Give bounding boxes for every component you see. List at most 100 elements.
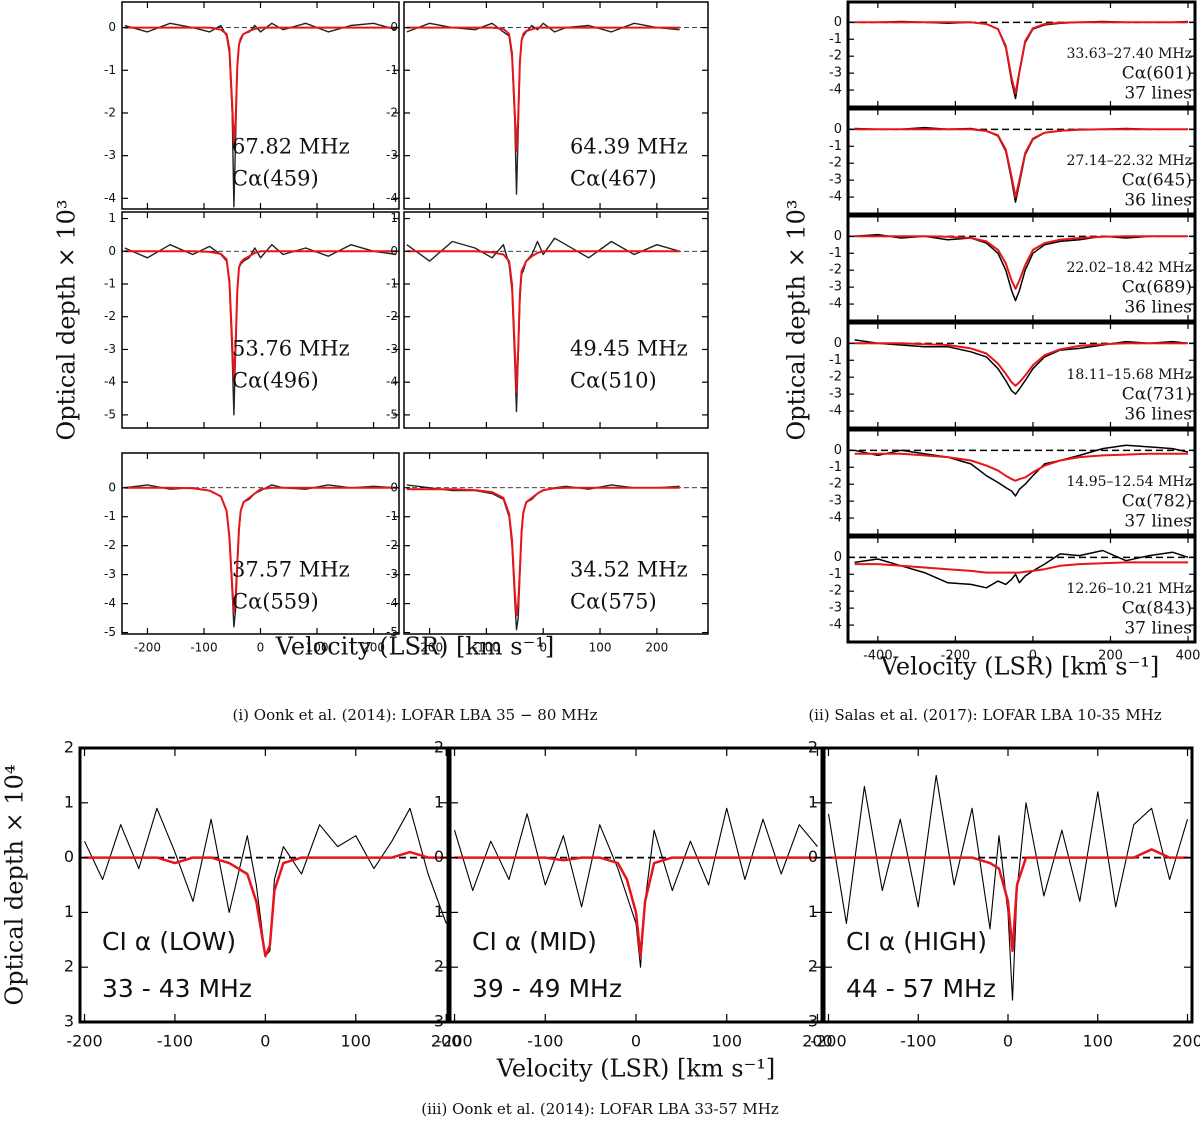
- panel-frame: [403, 452, 709, 635]
- y-tick-label: 0: [834, 229, 842, 244]
- y-tick-label: -4: [104, 191, 116, 205]
- x-tick-label: 200: [645, 641, 668, 655]
- spectrum: [84, 850, 447, 958]
- panel-annotation: Cα(689): [1122, 278, 1192, 298]
- panel-annotation: 49.45 MHz: [570, 337, 688, 361]
- panel-annotation: 44 - 57 MHz: [846, 974, 996, 1003]
- spectrum: [406, 250, 680, 393]
- y-tick-label: 2: [434, 957, 444, 976]
- y-tick-label: -2: [829, 49, 842, 64]
- panel-annotation: Cα(467): [570, 167, 657, 191]
- y-tick-label: 1: [108, 211, 116, 225]
- panel-annotation: Cα(645): [1122, 171, 1192, 191]
- panel-annotation: Cα(559): [232, 590, 319, 614]
- y-tick-label: -1: [386, 509, 398, 523]
- y-tick-label: 2: [434, 738, 444, 757]
- panel-annotation: 37 lines: [1124, 512, 1192, 532]
- y-axis-label: Optical depth × 10⁴: [1, 765, 29, 1006]
- panel-annotation: 53.76 MHz: [232, 337, 350, 361]
- y-tick-label: -3: [829, 66, 842, 81]
- x-axis-label: Velocity (LSR) [km s⁻¹]: [275, 633, 554, 661]
- panel-annotation: 22.02–18.42 MHz: [1066, 260, 1192, 276]
- x-tick-label: 200: [802, 1032, 833, 1051]
- y-tick-label: 0: [834, 336, 842, 351]
- x-axis-label: Velocity (LSR) [km s⁻¹]: [496, 1055, 775, 1083]
- spectrum: [124, 486, 397, 614]
- panel: [122, 244, 399, 416]
- x-tick-label: -100: [527, 1032, 563, 1051]
- y-tick-label: -2: [386, 105, 398, 119]
- x-tick-label: 200: [431, 1032, 462, 1051]
- x-tick-label: -200: [941, 649, 971, 664]
- x-tick-label: 0: [260, 1032, 270, 1051]
- x-tick-label: 100: [711, 1032, 742, 1051]
- y-tick-label: 1: [434, 792, 444, 811]
- y-axis-label: Optical depth × 10³: [783, 200, 811, 441]
- y-tick-label: -2: [104, 538, 116, 552]
- y-tick-label: 0: [108, 480, 116, 494]
- panel: [122, 22, 399, 208]
- x-tick-label: 100: [589, 641, 612, 655]
- y-tick-label: -1: [386, 277, 398, 291]
- y-tick-label: 1: [64, 792, 74, 811]
- x-tick-label: -400: [863, 649, 893, 664]
- y-tick-label: 2: [808, 957, 818, 976]
- panel: [824, 774, 1192, 1001]
- y-tick-label: -4: [386, 375, 398, 389]
- y-tick-label: -4: [829, 618, 842, 633]
- panel-annotation: 36 lines: [1124, 298, 1192, 318]
- spectrum: [406, 486, 680, 617]
- y-tick-label: -1: [104, 277, 116, 291]
- spectrum: [406, 26, 680, 153]
- y-tick-label: 0: [434, 847, 444, 866]
- panel: [404, 237, 708, 413]
- y-tick-label: -3: [386, 567, 398, 581]
- y-tick-label: 3: [434, 1012, 444, 1031]
- panel-annotation: Cα(731): [1122, 385, 1192, 405]
- spectrum: [124, 250, 397, 384]
- panel-frame: [846, 428, 1197, 537]
- y-tick-label: -1: [386, 63, 398, 77]
- panel: [848, 20, 1195, 100]
- panel-annotation: Cα(575): [570, 590, 657, 614]
- panel-annotation: Cα(496): [232, 369, 319, 393]
- y-tick-label: -4: [829, 511, 842, 526]
- caption: (ii) Salas et al. (2017): LOFAR LBA 10-3…: [808, 706, 1161, 724]
- panel-frame: [846, 214, 1197, 323]
- y-tick-label: -2: [386, 309, 398, 323]
- y-tick-label: -3: [104, 342, 116, 356]
- panel: [848, 549, 1195, 589]
- x-tick-label: 0: [1029, 649, 1037, 664]
- y-tick-label: 0: [64, 847, 74, 866]
- y-tick-label: 3: [808, 1012, 818, 1031]
- y-tick-label: 1: [808, 902, 818, 921]
- caption: (i) Oonk et al. (2014): LOFAR LBA 35 − 8…: [233, 706, 598, 724]
- y-tick-label: 1: [64, 902, 74, 921]
- y-tick-label: -4: [386, 191, 398, 205]
- spectrum: [454, 856, 818, 958]
- y-tick-label: 0: [834, 550, 842, 565]
- panel: [80, 807, 448, 958]
- panel-annotation: 27.14–22.32 MHz: [1066, 153, 1192, 169]
- panel-annotation: CI α (LOW): [102, 927, 236, 956]
- panel-frame: [846, 321, 1197, 430]
- x-tick-label: 400: [1176, 649, 1200, 664]
- y-tick-label: 3: [64, 1012, 74, 1031]
- panel-annotation: 37 lines: [1124, 84, 1192, 104]
- y-tick-label: 0: [390, 480, 398, 494]
- panel: [848, 444, 1195, 497]
- x-tick-label: -200: [810, 1032, 846, 1051]
- y-tick-label: -4: [386, 596, 398, 610]
- y-tick-label: -2: [829, 370, 842, 385]
- x-tick-label: 100: [341, 1032, 372, 1051]
- y-tick-label: -4: [829, 404, 842, 419]
- panel-annotation: Cα(782): [1122, 492, 1192, 512]
- y-tick-label: -3: [386, 148, 398, 162]
- panel-frame: [121, 211, 400, 429]
- y-tick-label: -2: [386, 538, 398, 552]
- y-tick-label: 2: [64, 738, 74, 757]
- y-tick-label: -5: [386, 625, 398, 639]
- x-tick-label: -100: [900, 1032, 936, 1051]
- panel: [122, 484, 399, 628]
